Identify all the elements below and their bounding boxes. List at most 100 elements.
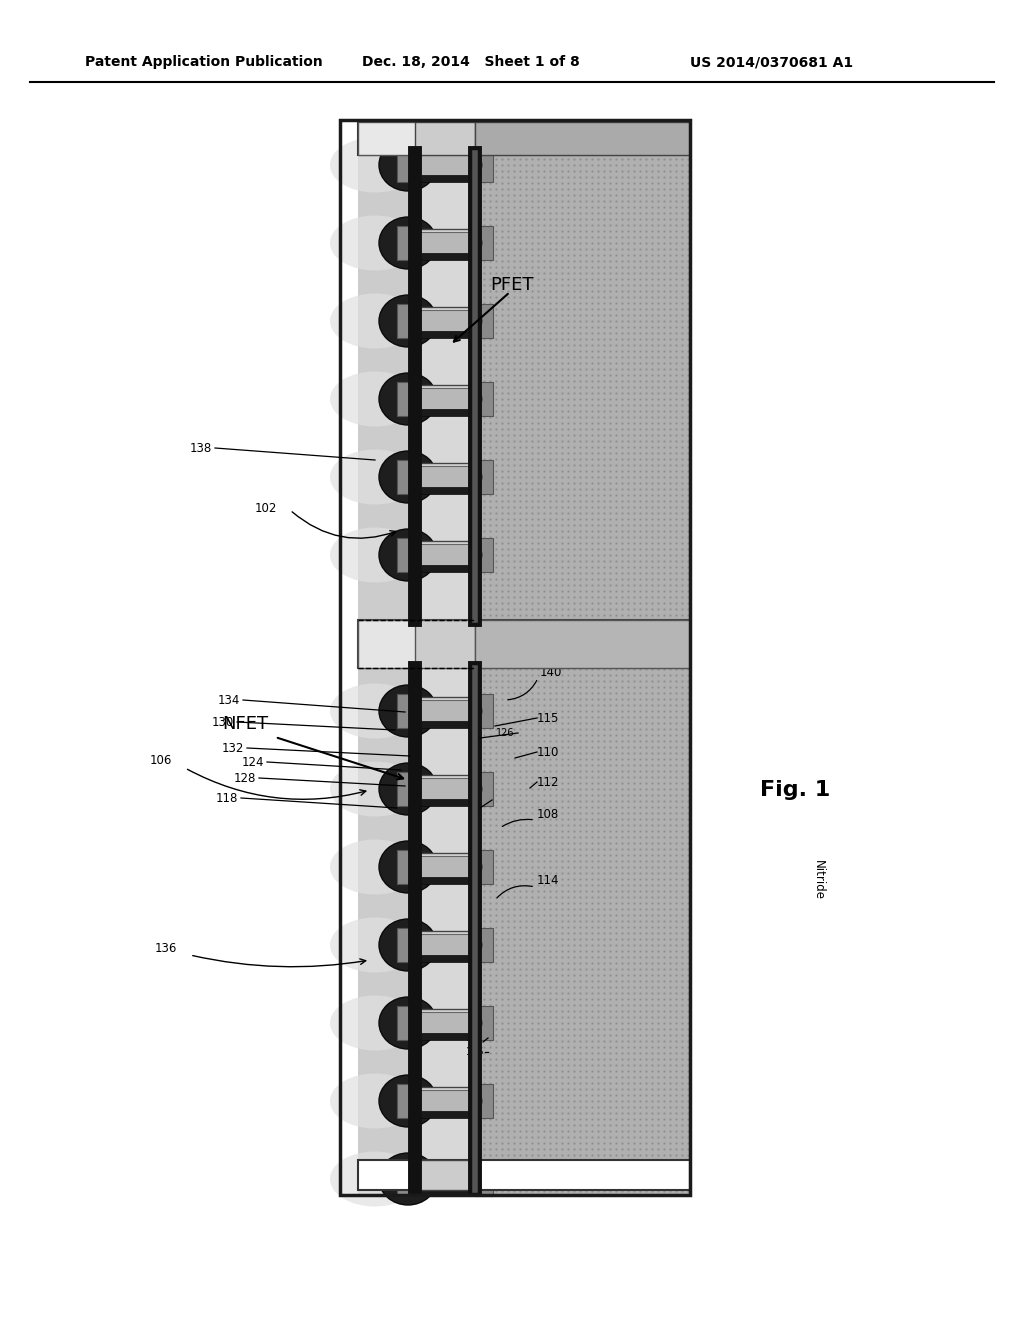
Bar [419, 1012, 471, 1034]
Ellipse shape [452, 933, 482, 957]
Ellipse shape [379, 294, 437, 347]
Ellipse shape [330, 293, 420, 348]
Bar [358, 620, 420, 668]
Bar [419, 388, 471, 411]
Bar [475, 620, 690, 668]
Ellipse shape [379, 685, 437, 737]
Ellipse shape [379, 139, 437, 191]
Bar [414, 176, 476, 182]
Bar [414, 799, 476, 807]
Ellipse shape [379, 763, 437, 814]
Text: 134: 134 [218, 693, 241, 706]
Bar [414, 565, 476, 572]
Bar [415, 1166, 475, 1193]
Bar [397, 1084, 415, 1118]
Ellipse shape [330, 371, 420, 426]
Text: 138: 138 [190, 441, 212, 454]
Bar [358, 1160, 690, 1191]
Bar [475, 772, 493, 807]
Ellipse shape [452, 309, 482, 333]
Bar [415, 1160, 475, 1191]
Bar [414, 876, 476, 884]
Ellipse shape [452, 855, 482, 879]
Text: 116: 116 [466, 1047, 484, 1057]
Ellipse shape [379, 216, 437, 269]
Bar [414, 331, 476, 338]
Bar [415, 541, 475, 569]
Text: Patent Application Publication: Patent Application Publication [85, 55, 323, 69]
Text: 120: 120 [472, 795, 490, 805]
Text: 115: 115 [537, 711, 559, 725]
Text: 128: 128 [234, 771, 256, 784]
Bar [419, 1168, 471, 1191]
Text: Nitride: Nitride [812, 861, 825, 900]
Bar [475, 1162, 493, 1196]
Ellipse shape [330, 215, 420, 271]
Text: 106: 106 [150, 754, 172, 767]
Bar [419, 310, 471, 333]
Text: Dec. 18, 2014   Sheet 1 of 8: Dec. 18, 2014 Sheet 1 of 8 [362, 55, 580, 69]
Bar [397, 226, 415, 260]
Bar [415, 697, 475, 725]
Text: 118: 118 [216, 792, 239, 804]
Bar [397, 850, 415, 884]
Bar [475, 1006, 493, 1040]
Ellipse shape [452, 1167, 482, 1191]
Ellipse shape [379, 374, 437, 425]
Ellipse shape [452, 1011, 482, 1035]
Bar [397, 148, 415, 182]
Bar [415, 931, 475, 960]
Bar [475, 459, 493, 494]
Bar [397, 1162, 415, 1196]
Ellipse shape [330, 137, 420, 193]
Bar [397, 694, 415, 729]
Bar [415, 308, 475, 335]
Ellipse shape [452, 387, 482, 411]
Ellipse shape [379, 919, 437, 972]
Bar [475, 304, 493, 338]
Bar [414, 721, 476, 729]
Ellipse shape [379, 997, 437, 1049]
Ellipse shape [452, 700, 482, 723]
Ellipse shape [330, 1151, 420, 1206]
Bar [419, 544, 471, 566]
Bar [415, 385, 475, 413]
Bar [415, 228, 475, 257]
Bar [475, 850, 493, 884]
Text: 112: 112 [537, 776, 559, 788]
Ellipse shape [452, 1089, 482, 1113]
Bar [419, 777, 471, 800]
Bar [397, 1006, 415, 1040]
Text: 124: 124 [242, 755, 264, 768]
Bar [475, 148, 493, 182]
Text: 132: 132 [222, 742, 245, 755]
Ellipse shape [330, 528, 420, 582]
Bar [475, 121, 690, 154]
Bar [475, 226, 493, 260]
Bar [414, 487, 476, 494]
Bar [414, 1189, 476, 1196]
Bar [414, 253, 476, 260]
Bar [340, 120, 358, 1195]
Bar [340, 120, 690, 1195]
Text: Fig. 1: Fig. 1 [760, 780, 830, 800]
Ellipse shape [452, 153, 482, 177]
Ellipse shape [330, 684, 420, 738]
Bar [397, 928, 415, 962]
Text: 102: 102 [255, 502, 278, 515]
Ellipse shape [379, 451, 437, 503]
Bar [419, 1090, 471, 1111]
Text: 130: 130 [212, 715, 234, 729]
Ellipse shape [452, 543, 482, 568]
Ellipse shape [452, 231, 482, 255]
Bar [340, 120, 420, 1195]
Bar [419, 855, 471, 878]
Bar [419, 466, 471, 488]
Ellipse shape [330, 450, 420, 504]
Bar [419, 935, 471, 956]
Bar [358, 121, 690, 154]
Bar [415, 853, 475, 880]
Ellipse shape [330, 840, 420, 895]
Bar [415, 1008, 475, 1038]
Bar [414, 954, 476, 962]
